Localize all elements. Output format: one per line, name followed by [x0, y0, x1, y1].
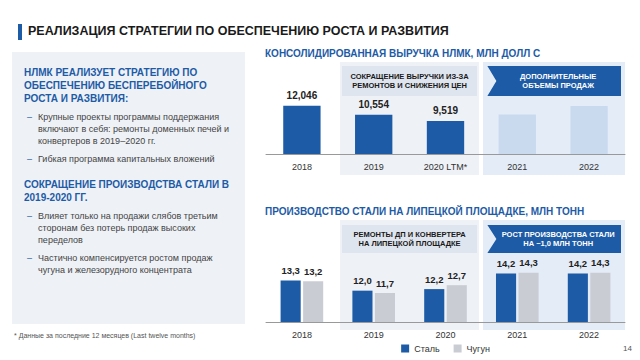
html-text:КОНСОЛИДИРОВАННАЯ ВЫРУЧКА НЛМК: КОНСОЛИДИРОВАННАЯ ВЫРУЧКА НЛМК, МЛН ДОЛЛ… — [265, 48, 541, 59]
svg-text:12,7: 12,7 — [448, 270, 467, 281]
svg-text:Сталь: Сталь — [414, 344, 440, 354]
html-text:Влияет только на продажи слябо: Влияет только на продажи слябов третьим … — [38, 210, 218, 245]
svg-text:14,3: 14,3 — [591, 257, 610, 268]
html-text:ДОПОЛНИТЕЛЬНЫЕ ОБЪЕМЫ ПРОДАЖ: ДОПОЛНИТЕЛЬНЫЕ ОБЪЕМЫ ПРОДАЖ — [520, 72, 597, 90]
svg-text:12,2: 12,2 — [425, 274, 444, 285]
svg-text:14,2: 14,2 — [497, 258, 516, 269]
svg-text:13,3: 13,3 — [281, 265, 300, 276]
svg-text:12,046: 12,046 — [287, 90, 318, 101]
svg-text:11,7: 11,7 — [376, 278, 394, 289]
html-text:СОКРАЩЕНИЕ ВЫРУЧКИ ИЗ-ЗА РЕМОН: СОКРАЩЕНИЕ ВЫРУЧКИ ИЗ-ЗА РЕМОНТОВ И СНИЖ… — [350, 72, 469, 90]
html-text:РЕАЛИЗАЦИЯ СТРАТЕГИИ ПО ОБЕСПЕ: РЕАЛИЗАЦИЯ СТРАТЕГИИ ПО ОБЕСПЕЧЕНИЮ РОСТ… — [28, 24, 449, 38]
svg-text:2019: 2019 — [364, 330, 384, 340]
svg-text:13,2: 13,2 — [304, 266, 323, 277]
html-text:РОСТ ПРОИЗВОДСТВА СТАЛИ НА ~1,: РОСТ ПРОИЗВОДСТВА СТАЛИ НА ~1,0 МЛН ТОНН — [501, 230, 615, 248]
html-text:СОКРАЩЕНИЕ ПРОИЗВОДСТВА СТАЛИ: СОКРАЩЕНИЕ ПРОИЗВОДСТВА СТАЛИ В 2019-202… — [24, 178, 230, 203]
html-text:Крупные проекты программы подд: Крупные проекты программы поддержания вк… — [38, 112, 229, 147]
html-text:РЕМОНТЫ ДП И КОНВЕРТЕРА НА ЛИП: РЕМОНТЫ ДП И КОНВЕРТЕРА НА ЛИПЕЦКОЙ ПЛОЩ… — [353, 230, 466, 248]
svg-text:14,2: 14,2 — [569, 258, 588, 269]
html-text:* Данные за последние 12 месяц: * Данные за последние 12 месяцев (Last t… — [14, 332, 196, 339]
svg-text:14,3: 14,3 — [519, 257, 538, 268]
svg-text:2021: 2021 — [507, 162, 527, 172]
svg-text:9,519: 9,519 — [433, 105, 458, 116]
html-text:Частично компенсируется ростом: Частично компенсируется ростом продаж чу… — [38, 253, 213, 276]
svg-text:2018: 2018 — [292, 162, 312, 172]
svg-text:10,554: 10,554 — [358, 99, 389, 110]
svg-text:2021: 2021 — [507, 330, 527, 340]
svg-text:2020: 2020 — [435, 330, 455, 340]
svg-text:2022: 2022 — [579, 330, 599, 340]
html-text:ПРОИЗВОДСТВО СТАЛИ НА ЛИПЕЦКОЙ: ПРОИЗВОДСТВО СТАЛИ НА ЛИПЕЦКОЙ ПЛОЩАДКЕ,… — [265, 206, 585, 217]
svg-text:2022: 2022 — [579, 162, 599, 172]
svg-text:Чугун: Чугун — [467, 344, 490, 354]
svg-text:2020 LTM*: 2020 LTM* — [424, 162, 468, 172]
html-text:НЛМК РЕАЛИЗУЕТ СТРАТЕГИЮ ПО ОБ: НЛМК РЕАЛИЗУЕТ СТРАТЕГИЮ ПО ОБЕСПЕЧЕНИЮ … — [24, 67, 207, 104]
html-text:Гибкая программа капитальных в: Гибкая программа капитальных вложений — [38, 154, 215, 165]
svg-text:12,0: 12,0 — [353, 275, 372, 286]
html-text:14: 14 — [623, 344, 632, 353]
svg-text:2019: 2019 — [364, 162, 384, 172]
svg-text:2018: 2018 — [292, 330, 312, 340]
